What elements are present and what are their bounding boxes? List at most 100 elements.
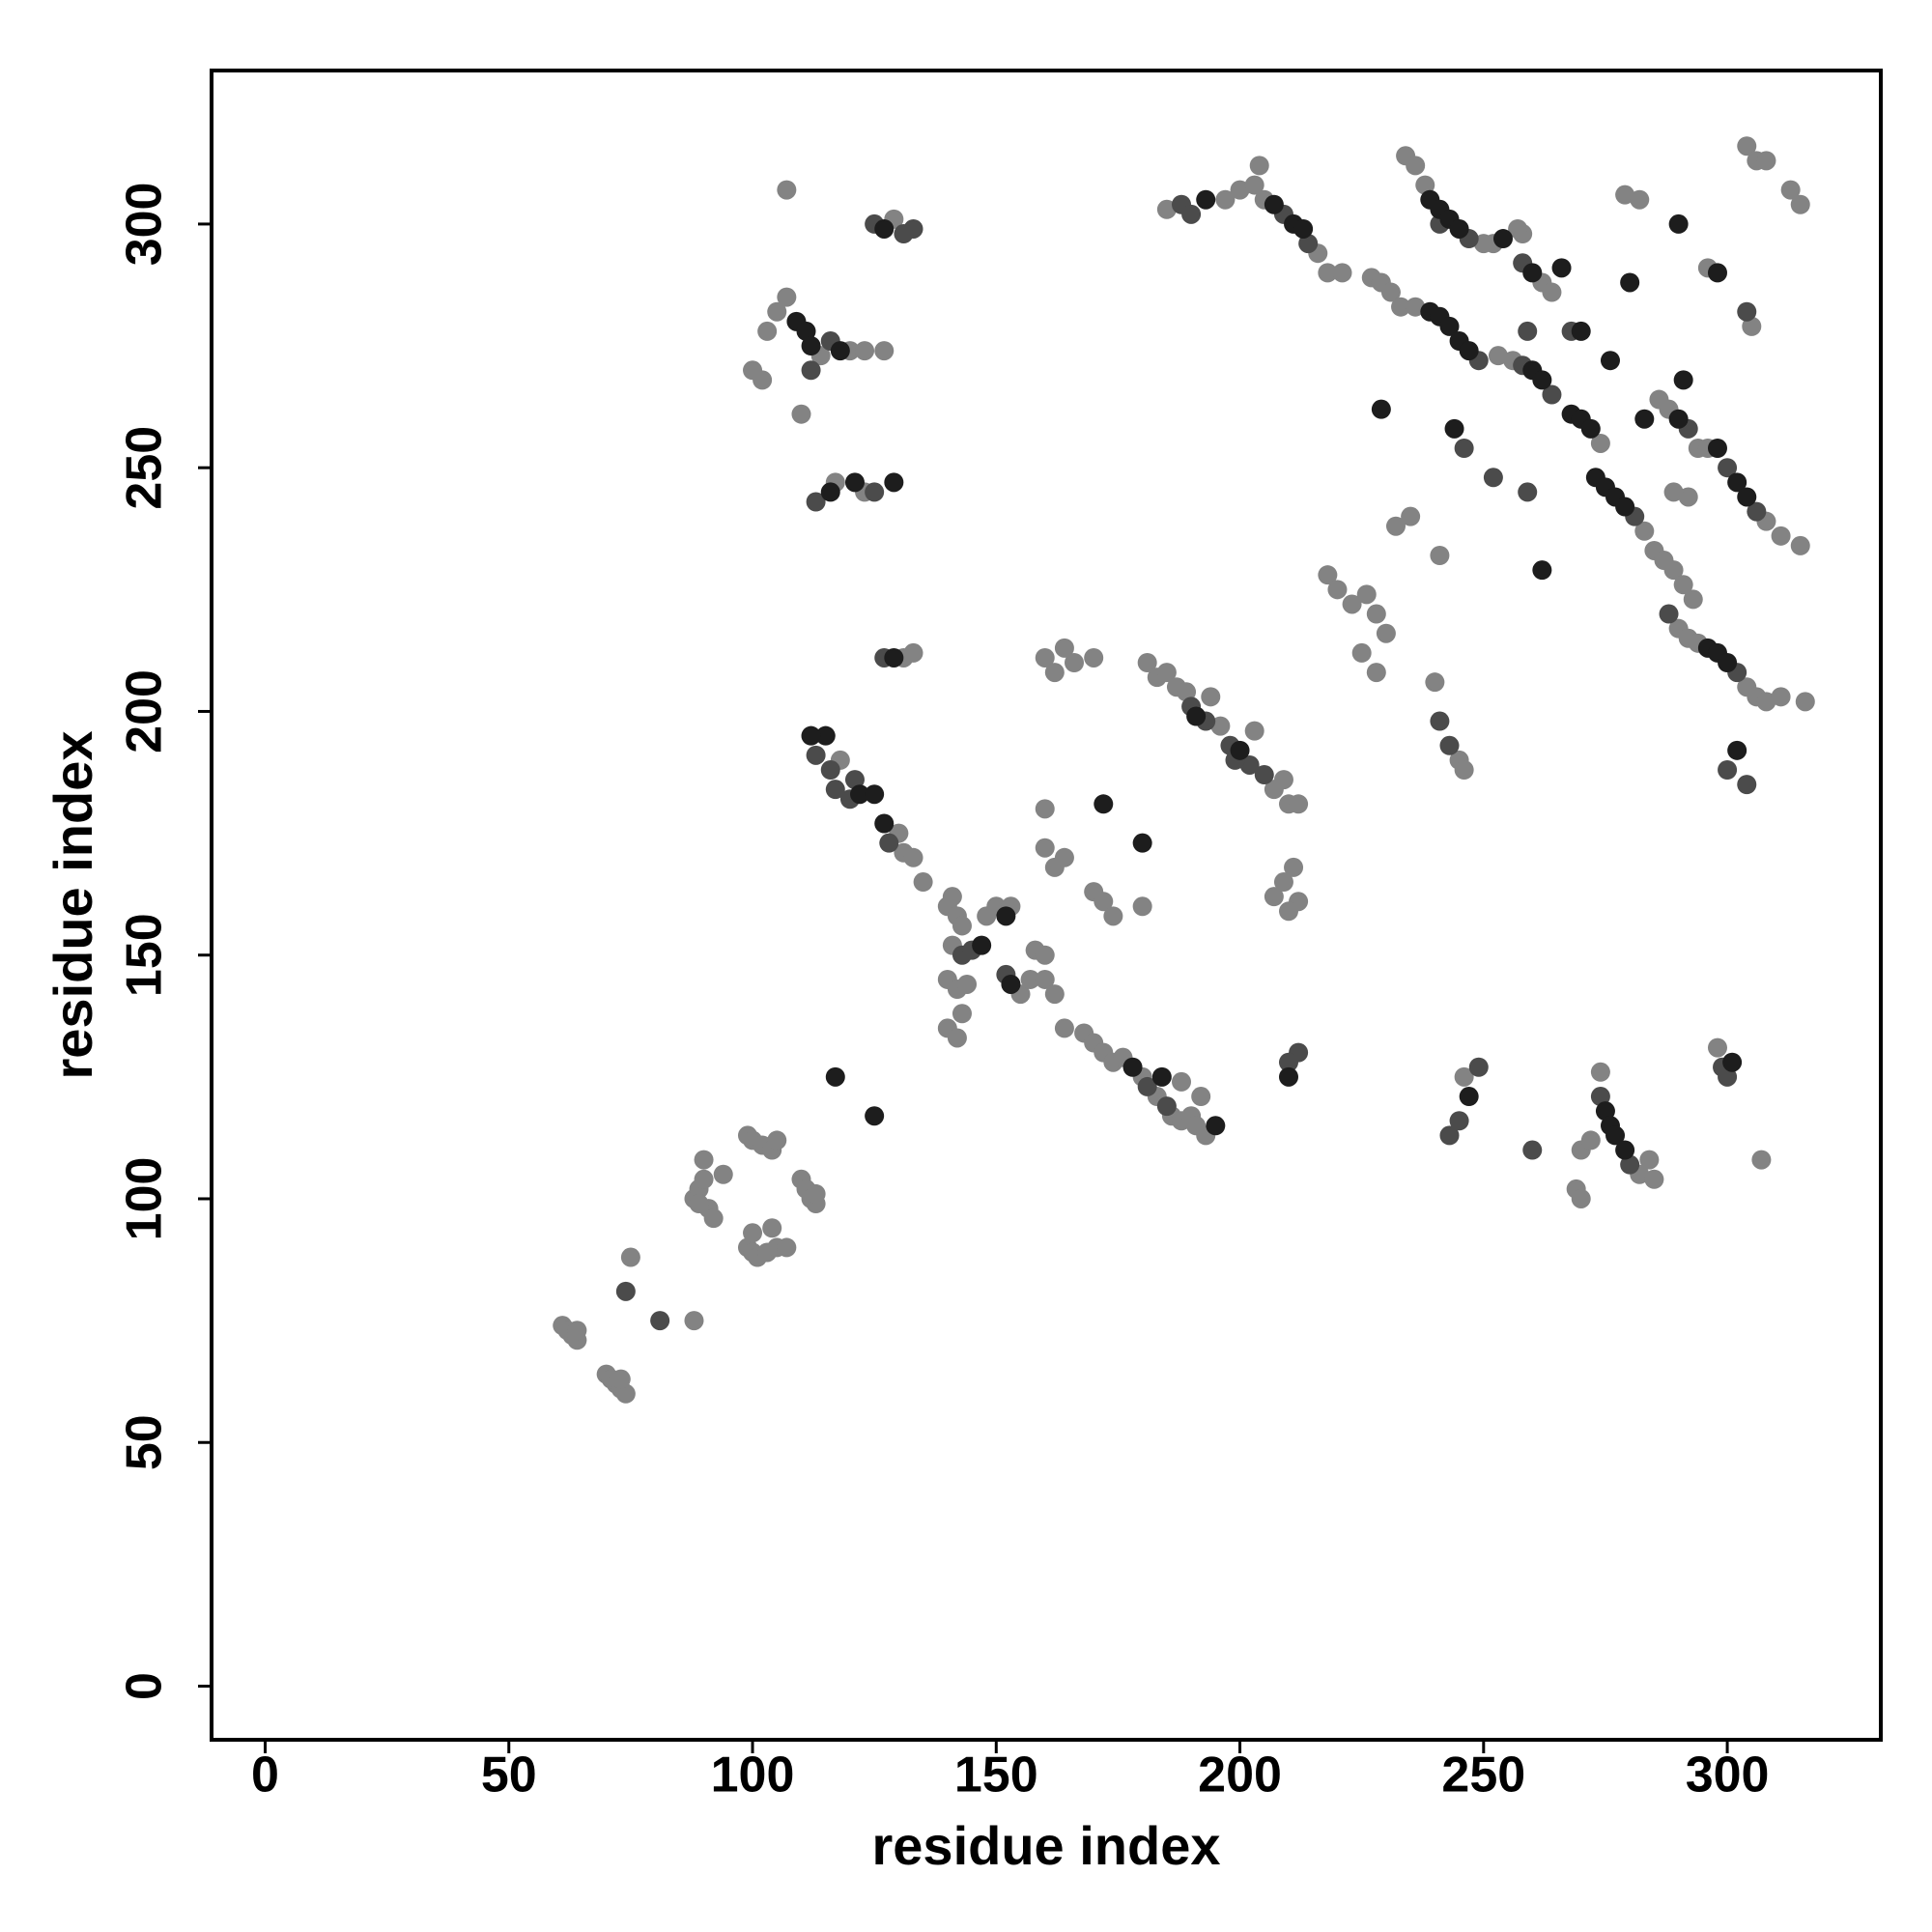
point (1230, 740, 1250, 760)
point (874, 218, 895, 239)
point (1737, 301, 1757, 322)
point (1673, 575, 1693, 595)
point (694, 1150, 714, 1170)
point (767, 301, 787, 322)
point (1615, 1140, 1635, 1160)
point (947, 1028, 967, 1048)
point (743, 1223, 763, 1243)
point (1444, 418, 1464, 439)
point (1615, 497, 1635, 517)
point (1459, 1087, 1479, 1107)
y-tick-label: 200 (117, 669, 173, 753)
point (1439, 1125, 1460, 1146)
point (865, 482, 885, 502)
point (1137, 652, 1157, 672)
point (1201, 687, 1221, 707)
point (879, 833, 899, 853)
point (650, 1311, 670, 1331)
point (1156, 199, 1177, 219)
point (1156, 663, 1177, 683)
point (1430, 711, 1450, 731)
point (757, 321, 778, 341)
point (1342, 594, 1362, 614)
point (1035, 838, 1055, 858)
point (1630, 189, 1650, 210)
point (1522, 263, 1543, 283)
point (855, 341, 875, 361)
point (1737, 136, 1757, 156)
point (1634, 521, 1655, 541)
y-tick-label: 150 (117, 913, 173, 997)
point (1186, 706, 1207, 726)
point (1044, 663, 1065, 683)
point (820, 759, 840, 780)
point (1790, 535, 1810, 555)
point (1318, 263, 1338, 283)
point (620, 1247, 640, 1267)
point (1644, 1169, 1664, 1189)
point (1756, 692, 1776, 712)
point (1273, 872, 1293, 893)
point (1415, 175, 1435, 195)
point (815, 725, 836, 746)
point (1406, 156, 1426, 176)
point (1600, 351, 1620, 371)
point (1035, 647, 1055, 668)
point (1103, 906, 1123, 926)
point (1254, 765, 1274, 785)
y-tick-label: 300 (117, 183, 173, 267)
y-axis-title: residue index (43, 730, 103, 1079)
point (767, 1130, 787, 1151)
point (1273, 770, 1293, 790)
point (1284, 857, 1304, 877)
point (1035, 799, 1055, 819)
point (1406, 297, 1426, 317)
point (1590, 1062, 1610, 1082)
point (1380, 282, 1401, 302)
point (1639, 1150, 1660, 1170)
point (1181, 204, 1202, 224)
point (1298, 234, 1319, 254)
point (806, 492, 826, 512)
point (1054, 1018, 1074, 1038)
point (1264, 194, 1284, 214)
point (1580, 1130, 1601, 1151)
point (1439, 735, 1460, 755)
point (1707, 1037, 1727, 1058)
point (1737, 775, 1757, 795)
point (1718, 652, 1738, 672)
point (865, 1106, 885, 1126)
point (1551, 258, 1572, 278)
point (1532, 560, 1552, 581)
point (615, 1281, 636, 1301)
point (1264, 887, 1284, 907)
point (996, 906, 1016, 926)
point (1459, 341, 1479, 361)
point (1673, 370, 1693, 390)
x-tick-label: 100 (711, 1747, 795, 1804)
point (1196, 189, 1216, 210)
point (1351, 642, 1372, 663)
point (801, 336, 821, 356)
point (1718, 759, 1738, 780)
point (1571, 321, 1591, 341)
point (1532, 370, 1552, 390)
point (825, 780, 845, 800)
point (1707, 263, 1727, 283)
point (1151, 1066, 1172, 1087)
point (1391, 297, 1411, 317)
point (1790, 194, 1810, 214)
point (884, 647, 904, 668)
point (1590, 1087, 1610, 1107)
point (753, 370, 773, 390)
point (972, 935, 992, 955)
point (850, 784, 870, 805)
point (1795, 692, 1815, 712)
point (1239, 754, 1260, 775)
point (1707, 439, 1727, 459)
x-tick-label: 0 (251, 1747, 279, 1804)
point (884, 472, 904, 493)
point (1518, 482, 1538, 502)
point (1293, 218, 1314, 239)
point (1595, 1101, 1615, 1122)
